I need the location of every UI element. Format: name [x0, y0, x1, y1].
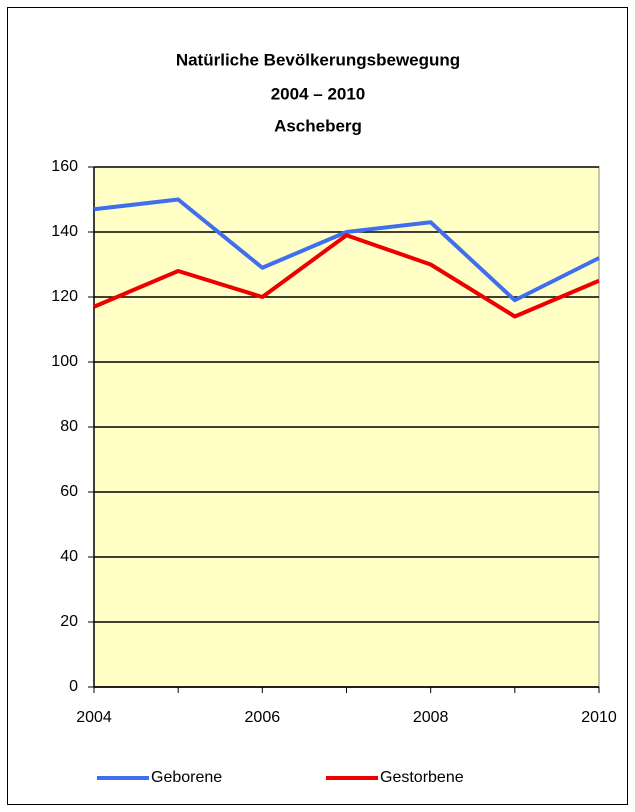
chart-title: 2004 – 2010 [271, 84, 366, 103]
y-tick-label: 120 [51, 288, 78, 305]
y-tick-label: 100 [51, 353, 78, 370]
y-tick-label: 60 [60, 483, 78, 500]
x-tick-label: 2004 [76, 709, 112, 726]
series-line [93, 233, 600, 319]
x-tick-label: 2006 [245, 709, 281, 726]
y-tick-label: 160 [51, 158, 78, 175]
y-tick-label: 20 [60, 613, 78, 630]
chart-title: Ascheberg [274, 116, 362, 135]
y-tick-label: 40 [60, 548, 78, 565]
x-tick-label: 2010 [581, 709, 617, 726]
y-tick-label: 0 [69, 678, 78, 695]
chart-title: Natürliche Bevölkerungsbewegung [176, 50, 460, 69]
y-tick-label: 140 [51, 223, 78, 240]
x-tick-label: 2008 [413, 709, 449, 726]
legend-label: Gestorbene [380, 769, 464, 786]
legend-label: Geborene [151, 769, 222, 786]
series-line [93, 197, 600, 303]
y-tick-label: 80 [60, 418, 78, 435]
